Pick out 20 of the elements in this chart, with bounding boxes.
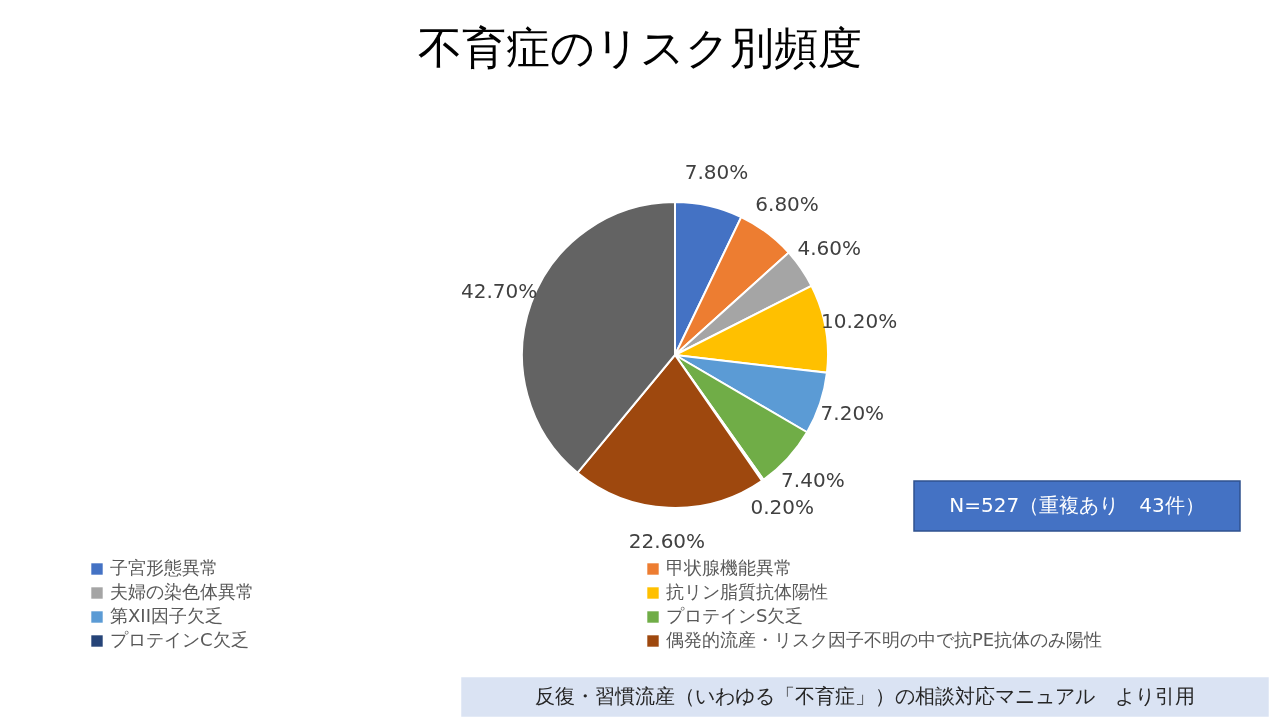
data-label: 0.20%	[750, 495, 815, 520]
data-label: 7.80%	[684, 159, 749, 184]
data-label: 6.80%	[755, 192, 819, 217]
text: 反復・習慣流産（いわゆる「不育症」）の相談対応マニュアル より引用	[535, 684, 1195, 708]
legend-label: プロテインS欠乏	[666, 605, 804, 626]
data-label: 22.60%	[628, 528, 706, 553]
legend-label: 偶発的流産・リスク因子不明の中で抗PE抗体のみ陽性	[666, 629, 1103, 650]
legend-label: 子宮形態異常	[110, 557, 218, 578]
legend-label: 甲状腺機能異常	[666, 557, 792, 578]
chart-title: 不育症のリスク別頻度	[418, 22, 862, 73]
data-label: 42.70%	[460, 278, 538, 303]
data-label: 4.60%	[797, 236, 861, 261]
data-label: 7.40%	[781, 468, 845, 493]
legend-label: 夫婦の染色体異常	[110, 581, 254, 602]
data-label: 10.20%	[820, 309, 898, 334]
legend-label: 抗リン脂質抗体陽性	[666, 581, 828, 602]
data-label: 7.20%	[820, 401, 885, 426]
legend-label: プロテインC欠乏	[110, 629, 249, 650]
text: N=527（重複あり 43件）	[949, 493, 1205, 517]
legend-label: 第XII因子欠乏	[110, 605, 223, 626]
